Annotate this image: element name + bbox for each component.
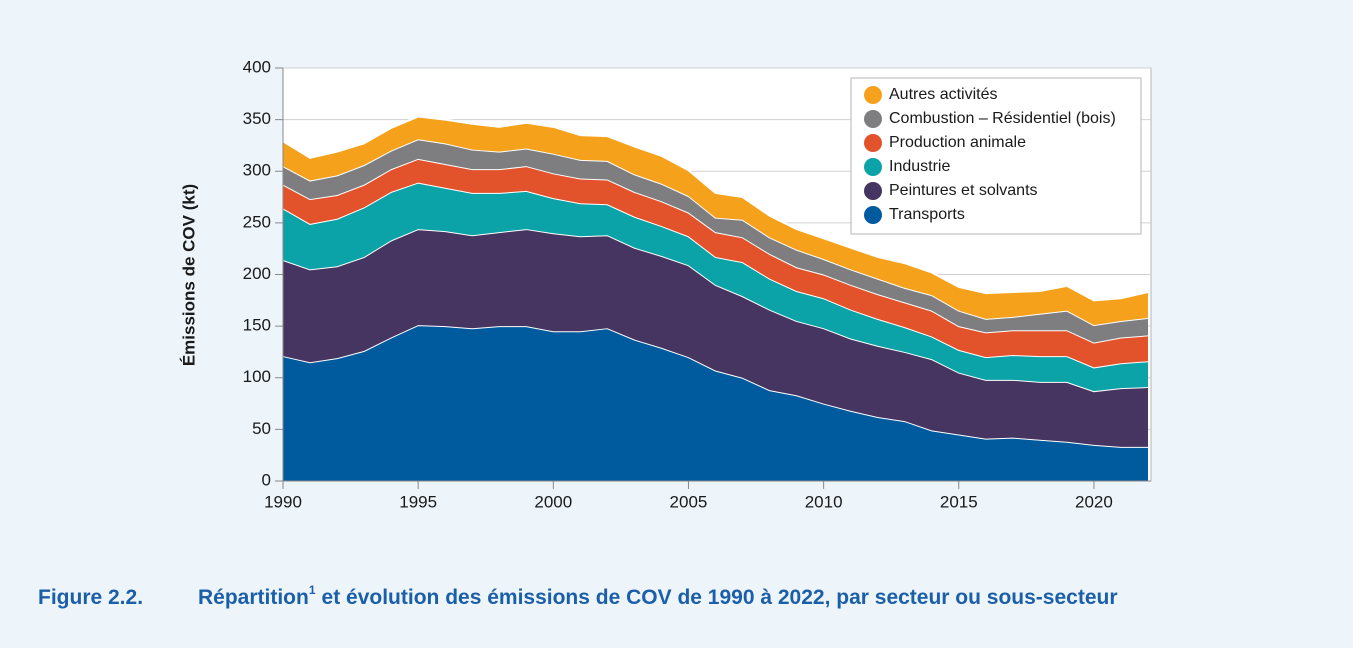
legend: Autres activités Combustion – Résidentiel… xyxy=(850,77,1142,235)
legend-label: Peintures et solvants xyxy=(889,182,1038,199)
area xyxy=(283,182,1148,392)
area xyxy=(283,158,1148,368)
legend-swatch xyxy=(864,110,882,128)
legend-swatch xyxy=(864,158,882,176)
caption-text: et évolution des émissions de COV de 199… xyxy=(322,586,1118,609)
legend-label: Transports xyxy=(889,206,965,223)
y-tick-label: 300 xyxy=(243,161,271,180)
caption-footnote: 1 xyxy=(309,583,316,597)
caption-label: Figure 2.2. xyxy=(38,586,143,609)
x-tick-label: 2000 xyxy=(534,492,572,511)
caption: Figure 2.2. Répartition1 et évolution des… xyxy=(38,583,1118,608)
legend-label: Autres activités xyxy=(889,86,997,103)
y-axis-label: Émissions de COV (kt) xyxy=(179,184,198,366)
area xyxy=(283,325,1148,481)
y-tick-label: 150 xyxy=(243,316,271,335)
x-tick-label: 2005 xyxy=(670,492,708,511)
y-tick-label: 250 xyxy=(243,212,271,231)
y-tick-label: 100 xyxy=(243,367,271,386)
y-tick-label: 50 xyxy=(252,419,271,438)
y-tick-label: 350 xyxy=(243,109,271,128)
area xyxy=(283,139,1148,343)
x-tick-label: 2010 xyxy=(805,492,843,511)
legend-box xyxy=(850,77,1142,235)
x-tick-label: 2015 xyxy=(940,492,978,511)
x-tick-label: 2020 xyxy=(1075,492,1113,511)
x-tick-label: 1990 xyxy=(264,492,302,511)
legend-swatch xyxy=(864,206,882,224)
legend-label: Production animale xyxy=(889,134,1026,151)
legend-swatch xyxy=(864,86,882,104)
y-tick-label: 0 xyxy=(262,470,271,489)
y-tick-label: 400 xyxy=(243,57,271,76)
legend-swatch xyxy=(864,182,882,200)
x-tick-label: 1995 xyxy=(399,492,437,511)
area xyxy=(283,229,1148,447)
legend-swatch xyxy=(864,134,882,152)
y-tick-label: 200 xyxy=(243,264,271,283)
legend-label: Industrie xyxy=(889,158,950,175)
legend-label: Combustion – Résidentiel (bois) xyxy=(889,110,1116,127)
area-edge xyxy=(282,115,1149,302)
caption-text: Répartition xyxy=(198,586,309,609)
